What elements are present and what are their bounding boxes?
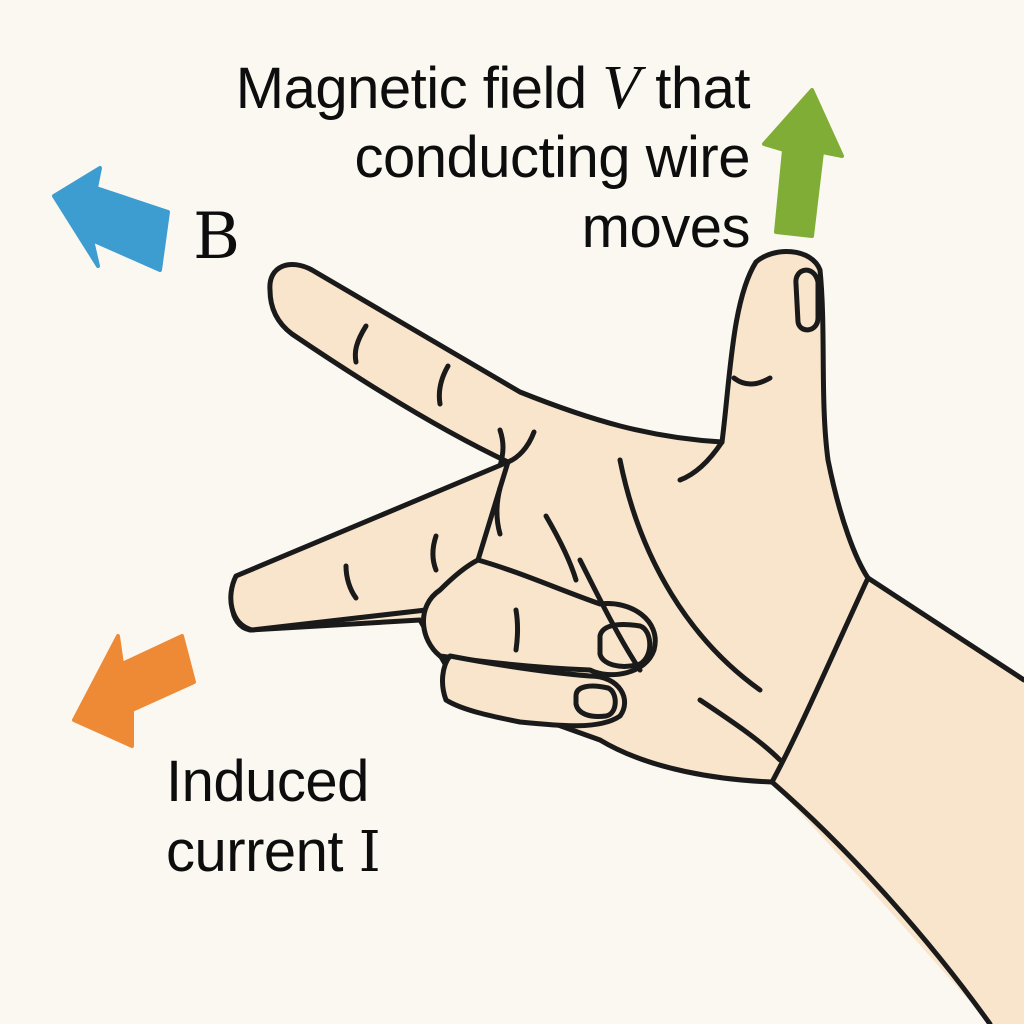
current-direction-arrow-icon xyxy=(72,634,196,748)
current-symbol: I xyxy=(358,820,381,885)
velocity-label: Magnetic field V that conducting wire mo… xyxy=(110,54,751,266)
field-direction-arrow-icon xyxy=(52,166,170,272)
current-label: Induced current I xyxy=(166,749,381,890)
field-symbol-label: B xyxy=(193,200,240,274)
velocity-label-line-3: moves xyxy=(581,195,751,260)
velocity-label-line-2: conducting wire xyxy=(354,125,751,190)
current-label-line-2: current I xyxy=(166,819,381,885)
velocity-label-line-1: Magnetic field V that xyxy=(235,54,751,122)
right-hand-illustration xyxy=(228,249,1024,1024)
velocity-symbol: V xyxy=(602,54,640,122)
current-label-line-1: Induced xyxy=(166,749,369,814)
velocity-direction-arrow-icon xyxy=(762,88,844,238)
